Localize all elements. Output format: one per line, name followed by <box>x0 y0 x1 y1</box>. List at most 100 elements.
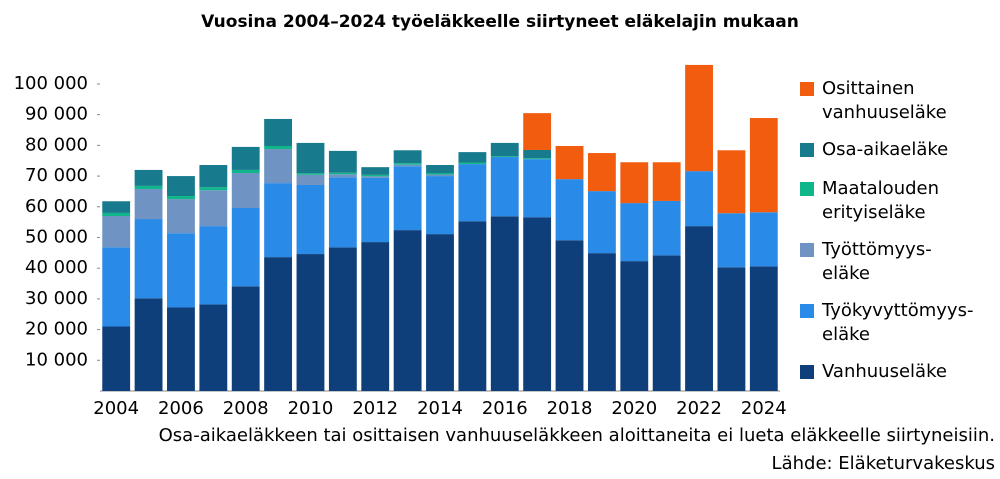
x-tick-label: 2004 <box>93 398 139 419</box>
bar-segment <box>167 176 195 197</box>
legend-label: Työkyvyttömyys-eläke <box>821 300 973 345</box>
note: Osa-aikaeläkkeen tai osittaisen vanhuuse… <box>159 425 995 446</box>
legend-swatch <box>800 243 814 257</box>
bar-segment <box>490 156 519 158</box>
bar-segment <box>523 113 552 150</box>
bar-segment <box>685 64 713 172</box>
bar-segment <box>652 200 681 256</box>
bar-segment <box>361 177 390 243</box>
bar-segment <box>717 150 746 214</box>
bar-segment <box>523 158 552 160</box>
x-tick-label: 2006 <box>158 398 204 419</box>
y-tick-label: 100 000 <box>14 73 88 94</box>
y-tick-label: 90 000 <box>25 104 88 125</box>
bar-segment <box>393 150 422 164</box>
bar-segment <box>264 118 293 146</box>
x-tick-label: 2008 <box>223 398 269 419</box>
bar-segment <box>685 171 713 227</box>
bar-segment <box>167 196 195 200</box>
bar-segment <box>361 174 390 177</box>
bar-segment <box>231 173 260 209</box>
y-tick-label: 60 000 <box>25 196 88 217</box>
bar-segment <box>328 247 357 391</box>
bar-segment <box>134 188 163 220</box>
bar-segment <box>264 183 293 258</box>
x-tick-label: 2012 <box>352 398 398 419</box>
bar-segment <box>620 162 649 204</box>
bar-segment <box>231 286 260 391</box>
bar-segment <box>134 219 163 299</box>
y-tick-label: 40 000 <box>25 257 88 278</box>
bar-segment <box>490 216 519 391</box>
bar-segment <box>685 226 713 391</box>
bar-segment <box>523 149 552 159</box>
legend-swatch <box>800 82 814 96</box>
bar-segment <box>264 149 293 184</box>
bar-segment <box>490 142 519 157</box>
legend-label: Työttömyys-eläke <box>821 239 932 284</box>
x-tick-label: 2016 <box>482 398 528 419</box>
y-tick-label: 10 000 <box>25 349 88 370</box>
bar-segment <box>296 173 325 175</box>
x-tick-label: 2022 <box>676 398 722 419</box>
bar-segment <box>328 177 357 248</box>
bar-segment <box>749 118 778 213</box>
bar-segment <box>555 145 584 180</box>
source: Lähde: Eläketurvakeskus <box>772 453 995 474</box>
y-tick-label: 70 000 <box>25 165 88 186</box>
bar-segment <box>587 191 616 254</box>
x-tick-label: 2018 <box>547 398 593 419</box>
bar-segment <box>361 167 390 175</box>
bar-segment <box>328 172 357 175</box>
bar-segment <box>134 169 163 186</box>
legend-swatch <box>800 304 814 318</box>
bar-segment <box>458 164 487 222</box>
bar-segment <box>523 217 552 391</box>
legend-label: Osittainen vanhuuseläke <box>822 78 947 123</box>
bar-segment <box>199 165 228 188</box>
x-tick-label: 2024 <box>741 398 787 419</box>
y-tick-label: 50 000 <box>25 226 88 247</box>
bar-segment <box>134 185 163 189</box>
bar-segment <box>458 162 487 165</box>
legend-swatch <box>800 182 814 196</box>
legend-label: Vanhuuseläke <box>822 361 947 382</box>
legend-swatch <box>800 143 814 157</box>
bar-segment <box>749 266 778 391</box>
bar-segment <box>102 215 131 248</box>
bar-segment <box>328 150 357 173</box>
bar-segment <box>426 234 454 391</box>
bar-segment <box>264 145 293 150</box>
bar-segment <box>102 247 131 327</box>
bar-segment <box>199 226 228 305</box>
bar-segment <box>587 253 616 391</box>
bar-segment <box>393 166 422 231</box>
bar-segment <box>555 240 584 391</box>
bar-segment <box>587 153 616 192</box>
bar-segment <box>458 152 487 163</box>
bar-segment <box>490 157 519 217</box>
bar-segment <box>426 165 454 173</box>
bar-segment <box>426 176 454 235</box>
bar-segment <box>231 208 260 287</box>
x-tick-label: 2020 <box>611 398 657 419</box>
bar-segment <box>296 184 325 255</box>
chart-title: Vuosina 2004–2024 työeläkkeelle siirtyne… <box>201 12 799 32</box>
bar-segment <box>652 162 681 201</box>
bar-segment <box>361 242 390 391</box>
y-tick-label: 20 000 <box>25 319 88 340</box>
bar-segment <box>231 146 260 170</box>
legend-label: Maatalouden erityiseläke <box>822 178 939 223</box>
bar-segment <box>426 173 454 175</box>
legend-swatch <box>800 365 814 379</box>
bar-segment <box>296 174 325 185</box>
bar-segment <box>523 159 552 218</box>
bar-segment <box>102 201 131 213</box>
bar-segment <box>555 179 584 241</box>
bar-segment <box>652 255 681 391</box>
bar-segment <box>296 254 325 391</box>
bar-segment <box>134 298 163 391</box>
bar-segment <box>102 326 131 391</box>
x-tick-label: 2010 <box>288 398 334 419</box>
x-tick-label: 2014 <box>417 398 463 419</box>
